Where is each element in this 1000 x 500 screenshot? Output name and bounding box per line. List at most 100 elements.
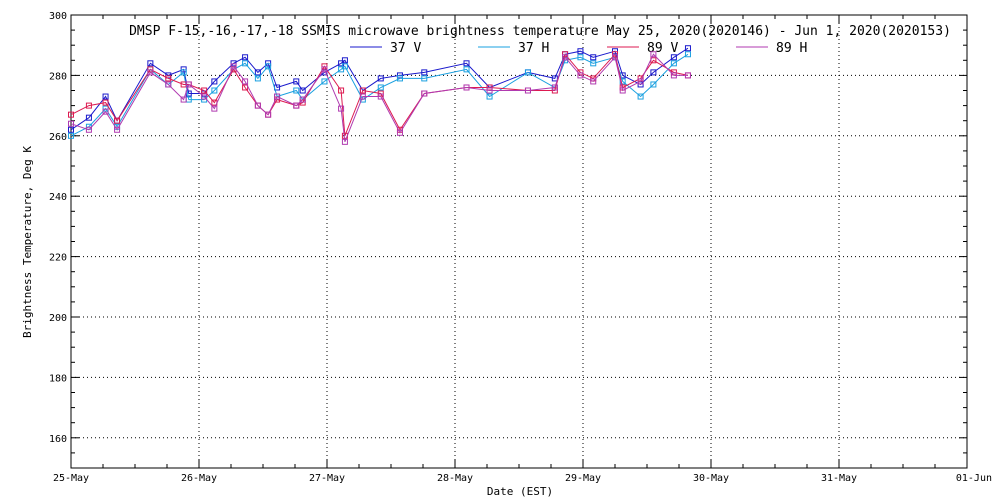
series-line bbox=[70, 53, 689, 137]
y-tick-label: 280 bbox=[49, 71, 67, 82]
data-point bbox=[242, 54, 249, 61]
series-line bbox=[70, 53, 688, 142]
x-tick-label: 28-May bbox=[437, 473, 473, 484]
data-point bbox=[254, 75, 261, 82]
y-tick-label: 300 bbox=[49, 11, 67, 22]
data-point bbox=[114, 117, 121, 124]
data-point bbox=[650, 81, 657, 88]
data-point bbox=[68, 126, 74, 133]
data-point bbox=[359, 87, 366, 94]
legend-label: 37 V bbox=[390, 41, 421, 56]
legend-label: 89 H bbox=[776, 41, 807, 56]
series-89-v bbox=[68, 51, 691, 139]
data-point bbox=[377, 93, 384, 100]
x-tick-label: 27-May bbox=[309, 473, 345, 484]
y-tick-label: 200 bbox=[49, 313, 67, 324]
data-point bbox=[147, 69, 154, 76]
data-point bbox=[201, 87, 208, 94]
data-point bbox=[577, 48, 584, 55]
data-point bbox=[102, 99, 109, 106]
data-point bbox=[396, 75, 403, 82]
data-point bbox=[180, 96, 187, 103]
data-point bbox=[590, 60, 597, 67]
data-point bbox=[211, 78, 218, 85]
data-point bbox=[590, 54, 597, 61]
y-tick-label: 180 bbox=[49, 373, 67, 384]
data-point bbox=[242, 60, 249, 67]
series-37-v bbox=[68, 45, 691, 133]
legend-label: 89 V bbox=[647, 41, 678, 56]
data-point bbox=[185, 90, 192, 97]
data-point bbox=[85, 102, 92, 109]
data-point bbox=[577, 72, 584, 79]
y-axis: 160 180 200 220 240 260 280 300 bbox=[49, 11, 967, 469]
series-89-h bbox=[68, 51, 691, 145]
data-point bbox=[341, 138, 348, 145]
series-line bbox=[70, 53, 689, 136]
plot-frame bbox=[70, 14, 968, 469]
x-tick-label: 30-May bbox=[693, 473, 729, 484]
data-point bbox=[463, 66, 470, 73]
data-point bbox=[85, 114, 92, 121]
data-point bbox=[684, 72, 691, 79]
series-37-h bbox=[68, 51, 691, 139]
data-point bbox=[551, 84, 558, 91]
y-tick-label: 160 bbox=[49, 434, 67, 445]
y-tick-label: 240 bbox=[49, 192, 67, 203]
y-tick-label: 260 bbox=[49, 132, 67, 143]
data-point bbox=[338, 105, 345, 112]
data-point bbox=[359, 93, 366, 100]
data-point bbox=[684, 45, 691, 52]
x-axis-label: Date (EST) bbox=[487, 485, 553, 498]
data-point bbox=[293, 78, 300, 85]
data-point bbox=[68, 111, 74, 118]
data-point bbox=[201, 93, 208, 100]
data-point bbox=[341, 63, 348, 70]
data-point bbox=[590, 78, 597, 85]
data-point bbox=[85, 126, 92, 133]
data-point bbox=[650, 69, 657, 76]
data-point bbox=[670, 60, 677, 67]
data-point bbox=[185, 81, 192, 88]
series-layer bbox=[68, 45, 691, 145]
data-point bbox=[165, 81, 172, 88]
legend-label: 37 H bbox=[518, 41, 549, 56]
x-tick-label: 01-Jun bbox=[956, 473, 992, 484]
data-point bbox=[338, 87, 345, 94]
data-point bbox=[377, 84, 384, 91]
data-point bbox=[562, 54, 569, 61]
data-point bbox=[524, 87, 531, 94]
legend: 37 V 37 H 89 V 89 H bbox=[350, 41, 807, 56]
data-point bbox=[524, 69, 531, 76]
data-point bbox=[486, 84, 493, 91]
x-tick-label: 29-May bbox=[565, 473, 601, 484]
y-tick-label: 220 bbox=[49, 253, 67, 264]
data-point bbox=[463, 60, 470, 67]
data-point bbox=[486, 87, 493, 94]
data-point bbox=[293, 102, 300, 109]
x-tick-label: 26-May bbox=[181, 473, 217, 484]
data-point bbox=[265, 111, 272, 118]
data-point bbox=[102, 108, 109, 115]
data-point bbox=[396, 129, 403, 136]
data-point bbox=[421, 69, 428, 76]
chart-title: DMSP F-15,-16,-17,-18 SSMIS microwave br… bbox=[129, 24, 951, 39]
data-point bbox=[338, 66, 345, 73]
data-point bbox=[321, 66, 328, 73]
data-point bbox=[242, 84, 249, 91]
data-point bbox=[254, 102, 261, 109]
data-point bbox=[684, 51, 691, 58]
data-point bbox=[165, 75, 172, 82]
data-point bbox=[421, 75, 428, 82]
data-point bbox=[551, 87, 558, 94]
x-tick-label: 31-May bbox=[821, 473, 857, 484]
data-point bbox=[114, 126, 121, 133]
data-point bbox=[577, 54, 584, 61]
data-point bbox=[102, 93, 109, 100]
data-point bbox=[299, 96, 306, 103]
y-axis-label: Brightness Temperature, Deg K bbox=[21, 146, 34, 338]
data-point bbox=[650, 51, 657, 58]
data-point bbox=[670, 54, 677, 61]
data-point bbox=[637, 93, 644, 100]
